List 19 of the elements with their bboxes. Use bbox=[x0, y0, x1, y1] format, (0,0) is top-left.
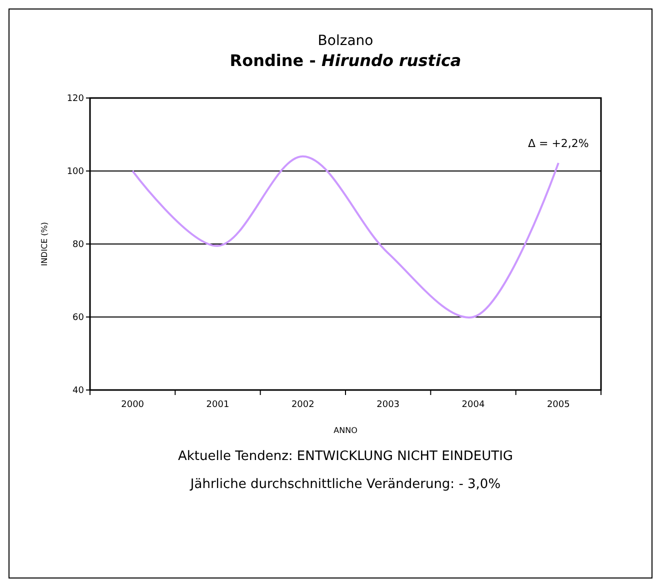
line-series bbox=[132, 155, 560, 318]
y-tick-label: 80 bbox=[72, 240, 84, 250]
x-tick-label: 2003 bbox=[376, 400, 400, 410]
x-tick-label: 2000 bbox=[121, 400, 144, 410]
y-tick-label: 60 bbox=[72, 313, 84, 323]
x-tick-label: 2005 bbox=[546, 400, 570, 410]
x-tick-label: 2001 bbox=[206, 400, 230, 410]
x-tick-label: 2004 bbox=[462, 400, 485, 410]
y-axis-title: INDICE (%) bbox=[40, 222, 49, 266]
text: Aktuelle Tendenz: ENTWICKLUNG NICHT EINDEUTIG bbox=[178, 449, 513, 464]
x-axis-title: ANNO bbox=[334, 426, 358, 435]
y-tick-label: 120 bbox=[66, 94, 84, 104]
chart-subtitle: Rondine - Hirundo rustica bbox=[230, 51, 462, 70]
annotation: Δ = +2,2% bbox=[528, 136, 589, 150]
x-tick-label: 2002 bbox=[291, 400, 314, 410]
text: Jährliche durchschnittliche Veränderung: - 3,0% bbox=[189, 477, 501, 492]
chart-title: Bolzano bbox=[318, 33, 374, 49]
y-tick-label: 40 bbox=[72, 386, 84, 396]
y-tick-label: 100 bbox=[66, 167, 84, 177]
